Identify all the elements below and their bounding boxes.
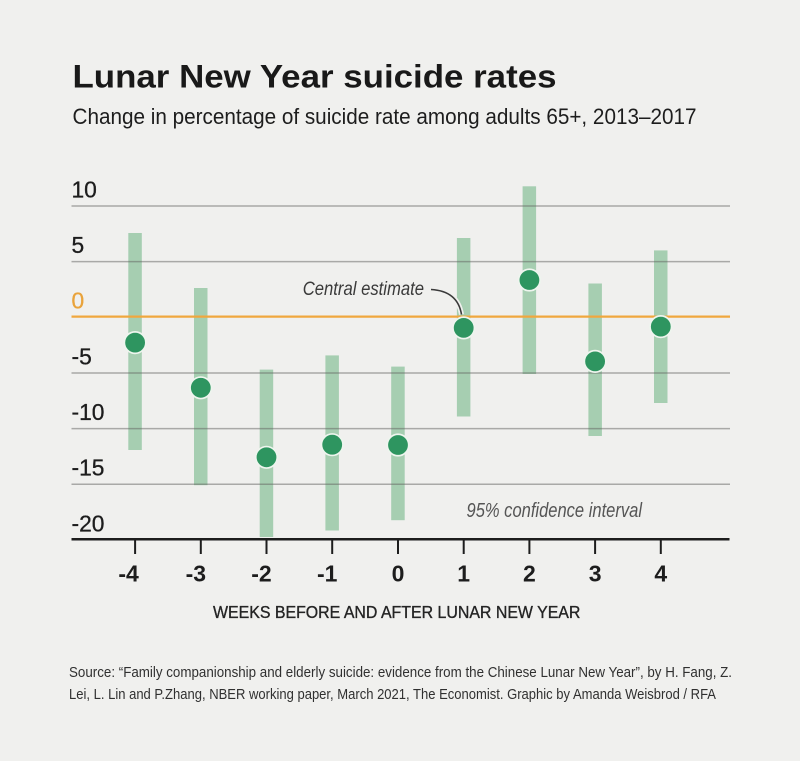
svg-text:Lei, L. Lin and P.Zhang, NBER: Lei, L. Lin and P.Zhang, NBER working pa…: [69, 687, 716, 703]
svg-text:10: 10: [72, 176, 97, 202]
svg-text:95% confidence interval: 95% confidence interval: [467, 500, 643, 522]
svg-text:-15: -15: [72, 455, 105, 481]
svg-text:-1: -1: [317, 561, 338, 587]
svg-text:WEEKS BEFORE AND AFTER LUNAR N: WEEKS BEFORE AND AFTER LUNAR NEW YEAR: [213, 602, 580, 622]
svg-text:-4: -4: [118, 561, 139, 587]
svg-text:Source: “Family companionship: Source: “Family companionship and elderl…: [69, 665, 732, 681]
svg-text:0: 0: [72, 288, 85, 314]
svg-text:3: 3: [589, 561, 602, 587]
svg-text:4: 4: [654, 561, 667, 587]
svg-text:-5: -5: [72, 343, 92, 369]
svg-text:2: 2: [523, 561, 536, 587]
svg-text:-3: -3: [186, 561, 206, 587]
svg-text:-10: -10: [72, 399, 105, 425]
svg-text:Lunar New Year suicide rates: Lunar New Year suicide rates: [73, 59, 557, 95]
svg-text:1: 1: [457, 561, 470, 587]
svg-text:5: 5: [72, 232, 85, 258]
svg-text:0: 0: [392, 561, 405, 587]
svg-text:-20: -20: [72, 510, 105, 536]
svg-text:Central estimate: Central estimate: [303, 279, 424, 300]
svg-text:Change in percentage of suicid: Change in percentage of suicide rate amo…: [73, 104, 697, 129]
svg-text:-2: -2: [251, 561, 271, 587]
